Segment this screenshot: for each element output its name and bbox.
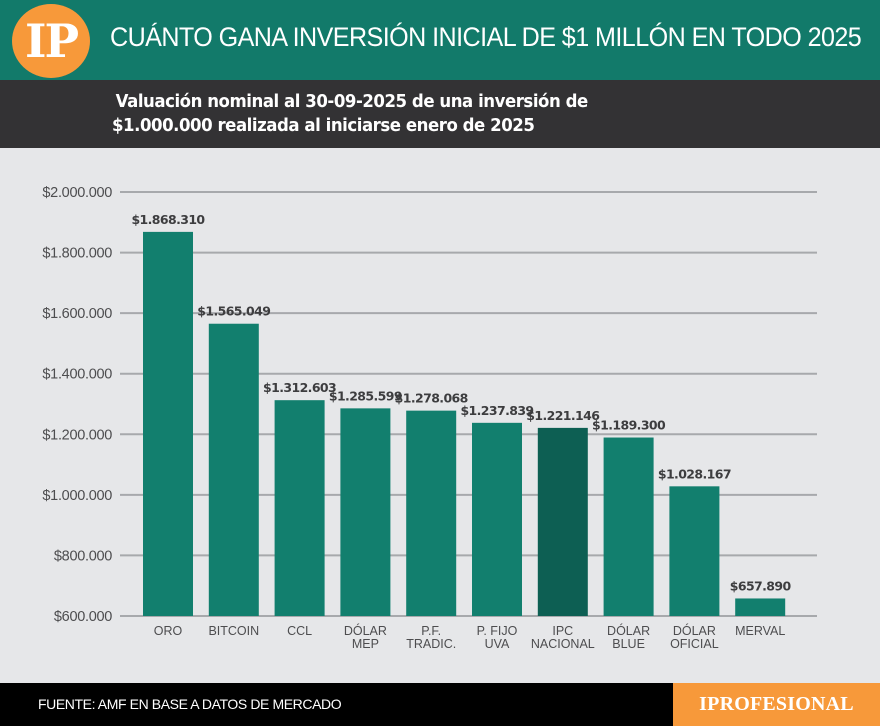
bar: [274, 400, 325, 616]
x-tick-label-line: DÓLAR: [607, 623, 650, 638]
subtitle-band: [0, 80, 880, 148]
x-tick-label: MERVAL: [735, 624, 785, 638]
x-tick-label: P.F. TRADIC.: [406, 624, 456, 651]
bar: [143, 231, 193, 617]
y-tick-label: $1.000.000: [42, 488, 112, 504]
bar: [472, 422, 522, 616]
value-label: $1.278.068: [395, 391, 468, 406]
x-tick-label-line: UVA: [485, 637, 510, 651]
x-tick-label: DÓLAR MEP: [344, 623, 387, 651]
y-axis-ticks: $600.000 $800.000 $1.000.000 $1.200.000 $1.4…: [42, 185, 112, 625]
chart-subtitle: Valuación nominal al 30-09-2025 de una i…: [112, 90, 588, 138]
y-tick-label: $1.400.000: [42, 367, 112, 383]
x-tick-label-line: MERVAL: [735, 624, 785, 638]
value-label: $1.868.310: [131, 212, 205, 227]
iprofesional-logo: IP: [12, 4, 90, 78]
source-note: FUENTE: AMF EN BASE A DATOS DE MERCADO: [38, 696, 342, 712]
value-labels: $1.868.310 $1.565.049 $1.312.603$1.285.599…: [131, 212, 792, 594]
value-label: $1.285.599: [329, 388, 402, 403]
x-tick-label: P. FIJO UVA: [477, 624, 518, 651]
x-tick-label: ORO: [154, 624, 183, 638]
value-label: $1.028.167: [658, 466, 731, 481]
x-tick-label: DÓLAR OFICIAL: [670, 623, 719, 651]
x-tick-label-line: CCL: [287, 624, 312, 638]
header-band: IP CUÁNTO GANA INVERSIÓN INICIAL DE $1 M…: [0, 0, 880, 80]
x-tick-label: BITCOIN: [208, 624, 259, 638]
x-tick-label-line: OFICIAL: [670, 637, 719, 651]
value-label: $1.237.839: [460, 403, 533, 418]
bar-chart: $600.000 $800.000 $1.000.000 $1.200.000 $1.4…: [42, 185, 817, 651]
bar: [537, 427, 588, 616]
x-tick-label-line: TRADIC.: [406, 637, 456, 651]
x-tick-label-line: ORO: [154, 624, 183, 638]
x-tick-label-line: P.F.: [421, 624, 441, 638]
x-tick-label-line: BLUE: [612, 637, 645, 651]
value-label: $1.312.603: [263, 380, 336, 395]
y-tick-label: $1.200.000: [42, 427, 112, 443]
x-tick-label-line: P. FIJO: [477, 624, 518, 638]
value-label: $1.221.146: [526, 408, 600, 423]
value-label: $657.890: [730, 578, 792, 593]
x-tick-label-line: MEP: [352, 637, 379, 651]
value-label: $1.565.049: [197, 304, 270, 319]
y-tick-label: $1.600.000: [42, 306, 112, 322]
x-tick-label-line: NACIONAL: [531, 637, 595, 651]
y-tick-label: $600.000: [54, 609, 112, 625]
x-tick-label-line: DÓLAR: [673, 623, 716, 638]
bar: [669, 486, 720, 616]
x-tick-label-line: BITCOIN: [208, 624, 259, 638]
x-tick-label-line: IPC: [552, 624, 573, 638]
bar: [603, 437, 654, 616]
y-tick-label: $1.800.000: [42, 246, 112, 262]
logo-text: IP: [24, 14, 79, 68]
x-tick-label: CCL: [287, 624, 312, 638]
chart-title: CUÁNTO GANA INVERSIÓN INICIAL DE $1 MILL…: [110, 22, 862, 52]
bar: [735, 598, 786, 616]
x-tick-label: DÓLAR BLUE: [607, 623, 650, 651]
bar: [208, 323, 259, 616]
subtitle-line-2: $1.000.000 realizada al iniciarse enero …: [112, 115, 535, 136]
brand-block: IPROFESIONAL: [673, 683, 880, 726]
bar: [406, 410, 457, 616]
brand-name: IPROFESIONAL: [699, 693, 854, 715]
bars: [143, 231, 786, 617]
subtitle-line-1: Valuación nominal al 30-09-2025 de una i…: [115, 91, 589, 112]
footer-band: FUENTE: AMF EN BASE A DATOS DE MERCADO I…: [0, 683, 880, 726]
y-tick-label: $800.000: [54, 548, 112, 564]
x-tick-label: IPC NACIONAL: [531, 624, 595, 651]
bar: [340, 408, 391, 616]
y-tick-label: $2.000.000: [42, 185, 112, 201]
value-label: $1.189.300: [592, 418, 666, 433]
x-tick-label-line: DÓLAR: [344, 623, 387, 638]
